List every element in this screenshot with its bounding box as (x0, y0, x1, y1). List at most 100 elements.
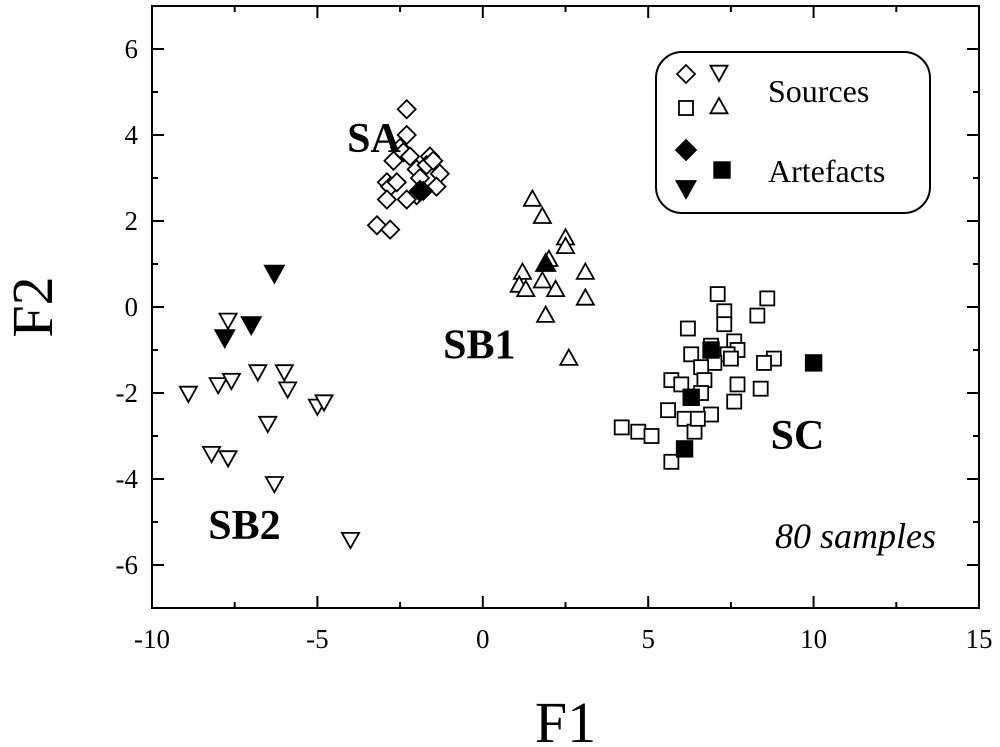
data-point-square-open (716, 303, 733, 320)
data-point-triangle-down-open (277, 381, 298, 400)
series-6 (613, 286, 782, 470)
y-tick-label: 0 (125, 292, 139, 322)
y-tick-label: 4 (125, 120, 139, 150)
data-point-diamond-open (396, 124, 417, 146)
data-point-square-open (679, 320, 696, 337)
data-point-triangle-up-open (512, 261, 533, 280)
legend-marker-diamond-filled (674, 138, 698, 162)
data-point-triangle-up-open (558, 347, 579, 366)
data-point-square-open (756, 354, 772, 371)
data-point-square-open (689, 410, 706, 427)
data-point-square-open (613, 419, 630, 436)
data-point-triangle-up-open (555, 235, 576, 255)
legend-label-sources: Sources (768, 73, 869, 109)
x-tick-label: -5 (306, 624, 329, 654)
data-point-square-filled (702, 341, 720, 359)
x-tick-label: 5 (641, 624, 655, 654)
sample-count-note: 80 samples (775, 516, 936, 556)
data-point-triangle-up-filled (534, 252, 557, 272)
x-tick-label: -10 (134, 624, 170, 654)
data-point-square-open (663, 453, 680, 470)
data-point-square-open (722, 350, 739, 367)
legend-marker-triangle-down-filled (674, 180, 698, 200)
legend-label-artefacts: Artefacts (768, 153, 885, 189)
data-point-triangle-down-open (313, 394, 335, 413)
annotations: SA SB1 SB2 SC 80 samples (208, 116, 936, 556)
data-point-triangle-down-open (221, 372, 242, 391)
legend-marker-square-filled (713, 161, 731, 179)
data-point-square-open (643, 428, 660, 444)
data-point-square-open (693, 359, 710, 376)
data-point-triangle-up-open (575, 287, 596, 306)
data-point-triangle-down-open (218, 312, 239, 331)
data-point-square-open (630, 423, 647, 440)
data-point-diamond-open (383, 150, 404, 172)
data-point-triangle-down-open (201, 445, 222, 465)
series-2 (509, 188, 596, 366)
data-point-diamond-open (422, 150, 444, 172)
data-point-triangle-down-open (257, 415, 278, 434)
data-point-square-open (749, 307, 766, 324)
data-point-triangle-up-open (535, 304, 556, 323)
group-label: SB1 (443, 323, 515, 369)
series-3 (534, 252, 557, 272)
x-axis-title: F1 (535, 690, 596, 747)
x-tick-label: 15 (966, 624, 993, 654)
data-point-triangle-down-filled (263, 264, 286, 285)
data-point-square-open (716, 316, 733, 333)
data-point-diamond-open (399, 146, 421, 167)
data-point-square-filled (682, 388, 700, 407)
data-point-square-open (726, 393, 743, 410)
legend-marker-square-open (678, 100, 694, 116)
data-point-triangle-up-open (522, 188, 543, 207)
data-point-triangle-down-open (264, 476, 285, 495)
data-point-square-open (686, 423, 703, 440)
data-point-triangle-down-open (218, 450, 239, 469)
y-tick-label: 6 (125, 34, 139, 64)
data-point-square-open (752, 380, 769, 397)
data-point-triangle-up-open (532, 205, 553, 224)
legend-marker-triangle-down-open (708, 64, 730, 83)
data-point-square-open (703, 406, 719, 423)
data-point-square-open (759, 290, 776, 307)
group-label: SA (347, 116, 401, 162)
legend: Sources Artefacts (655, 51, 931, 214)
series-0 (366, 98, 451, 240)
data-point-square-open (673, 376, 690, 393)
data-point-triangle-up-open (515, 278, 536, 298)
data-point-triangle-up-open (532, 270, 553, 289)
y-tick-label: -6 (116, 550, 139, 580)
y-tick-label: 2 (125, 206, 139, 236)
data-point-diamond-filled (408, 179, 432, 203)
data-points (178, 98, 823, 551)
data-point-triangle-up-open (545, 278, 566, 298)
data-point-square-open (709, 286, 726, 303)
data-point-square-open (729, 376, 746, 393)
data-point-square-open (660, 402, 676, 419)
series-5 (213, 264, 286, 349)
data-point-square-open (683, 346, 700, 363)
data-point-diamond-open (396, 98, 417, 120)
data-point-diamond-open (376, 189, 398, 210)
x-tick-label: 0 (476, 624, 490, 654)
x-tick-label: 10 (800, 624, 827, 654)
y-tick-label: -2 (116, 378, 139, 408)
series-4 (178, 312, 361, 551)
plot-frame (151, 5, 980, 609)
group-label: SB2 (208, 503, 280, 549)
data-point-diamond-open (386, 172, 408, 193)
y-axis-title: F2 (0, 276, 65, 337)
series-1 (408, 179, 432, 203)
data-point-triangle-up-open (575, 261, 596, 280)
data-point-square-filled (804, 354, 823, 372)
data-point-triangle-down-open (208, 377, 229, 396)
y-tick-label: -4 (116, 464, 139, 494)
data-point-triangle-down-open (247, 364, 268, 383)
data-point-diamond-open (396, 189, 417, 210)
group-label: SC (771, 413, 825, 459)
data-point-diamond-open (379, 219, 401, 240)
data-point-triangle-down-filled (213, 329, 236, 349)
data-point-triangle-down-open (178, 385, 199, 404)
data-point-square-open (696, 372, 713, 389)
